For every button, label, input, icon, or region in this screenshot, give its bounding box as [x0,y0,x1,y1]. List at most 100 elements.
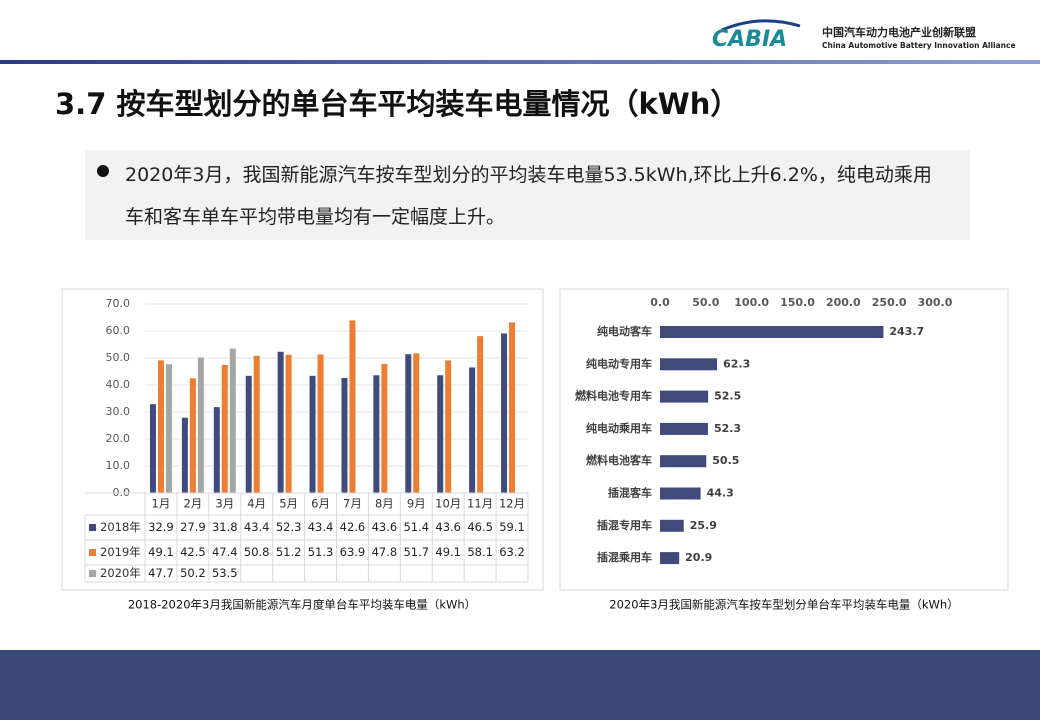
table-value: 63.2 [499,545,525,559]
header-line [0,60,1040,64]
logo-text: CABIA [712,27,787,52]
legend-label: 2020年 [100,566,141,580]
bar [189,378,196,493]
value-label: 20.9 [685,551,712,564]
bar [229,348,236,493]
value-label: 25.9 [690,519,717,532]
category-label: 纯电动乘用车 [586,421,652,435]
bar [341,377,348,493]
x-tick-label: 200.0 [826,296,861,309]
y-tick-label: 30.0 [106,405,131,418]
table-value: 47.4 [212,545,238,559]
table-value: 58.1 [467,545,493,559]
category-label: 燃料电池客车 [585,453,652,467]
bar [660,487,701,500]
x-tick-label: 150.0 [780,296,815,309]
category-label: 插混乘用车 [597,550,652,564]
bar [469,367,476,493]
bar [660,519,684,532]
bullet-box: 2020年3月，我国新能源汽车按车型划分的平均装车电量53.5kWh,环比上升6… [85,150,970,240]
table-value: 43.4 [308,520,334,534]
table-value: 50.2 [180,566,206,580]
value-label: 50.5 [712,454,739,467]
bar [405,354,412,493]
bar [437,375,444,493]
category-label: 纯电动客车 [597,324,652,338]
bar [509,322,516,493]
table-value: 31.8 [212,520,238,534]
y-tick-label: 20.0 [106,432,131,445]
table-value: 47.8 [372,545,398,559]
bar [165,364,172,493]
category-label: 燃料电池专用车 [574,389,652,403]
bar [245,375,252,493]
value-label: 44.3 [707,487,734,500]
table-value: 51.2 [276,545,302,559]
bar [660,552,680,565]
bar [149,404,156,493]
table-value: 42.6 [340,520,366,534]
x-tick-label: 1月 [152,497,171,511]
bar [445,360,452,493]
bar [213,407,220,493]
x-tick-label: 0.0 [650,296,670,309]
bar [660,358,718,371]
bar [221,365,228,493]
bar [373,375,380,493]
value-label: 52.3 [714,422,741,435]
bar [317,354,324,493]
bar [660,455,707,468]
value-label: 62.3 [723,357,750,370]
y-tick-label: 70.0 [106,297,131,310]
x-tick-label: 250.0 [872,296,907,309]
x-tick-label: 11月 [467,497,493,511]
bar [197,357,204,493]
bar [349,320,356,493]
table-value: 49.1 [148,545,174,559]
table-value: 59.1 [499,520,525,534]
logo-arc [721,19,801,32]
x-tick-label: 50.0 [692,296,719,309]
bullet-dot [97,165,109,177]
x-tick-label: 5月 [279,497,298,511]
table-value: 50.8 [244,545,270,559]
bar [181,417,188,493]
table-value: 43.6 [435,520,461,534]
table-value: 47.7 [148,566,174,580]
legend-swatch [89,524,96,531]
bar [413,353,420,493]
category-label: 插混专用车 [597,518,652,532]
table-value: 42.5 [180,545,206,559]
x-tick-label: 100.0 [734,296,769,309]
table-value: 27.9 [180,520,206,534]
table-value: 63.9 [340,545,366,559]
legend-label: 2018年 [100,520,141,534]
x-tick-label: 9月 [407,497,426,511]
table-value: 32.9 [148,520,174,534]
bar [285,354,292,493]
y-tick-label: 10.0 [106,459,131,472]
x-tick-label: 7月 [343,497,362,511]
org-en: China Automotive Battery Innovation Alli… [822,41,1016,50]
table-value: 51.7 [403,545,429,559]
bar [381,363,388,493]
value-label: 52.5 [714,390,741,403]
y-tick-label: 60.0 [106,324,131,337]
legend-label: 2019年 [100,545,141,559]
org-cn: 中国汽车动力电池产业创新联盟 [822,25,976,39]
x-tick-label: 3月 [215,497,234,511]
caption: 2020年3月我国新能源汽车按车型划分单台车平均装车电量（kWh） [609,598,958,612]
x-tick-label: 6月 [311,497,330,511]
table-value: 43.6 [372,520,398,534]
x-tick-label: 10月 [435,497,461,511]
footer-band [0,650,1040,720]
table-value: 52.3 [276,520,302,534]
y-tick-label: 40.0 [106,378,131,391]
x-tick-label: 4月 [247,497,266,511]
table-value: 49.1 [435,545,461,559]
x-tick-label: 2月 [183,497,202,511]
bullet-text: 2020年3月，我国新能源汽车按车型划分的平均装车电量53.5kWh,环比上升6… [125,164,932,228]
bar [660,326,884,338]
